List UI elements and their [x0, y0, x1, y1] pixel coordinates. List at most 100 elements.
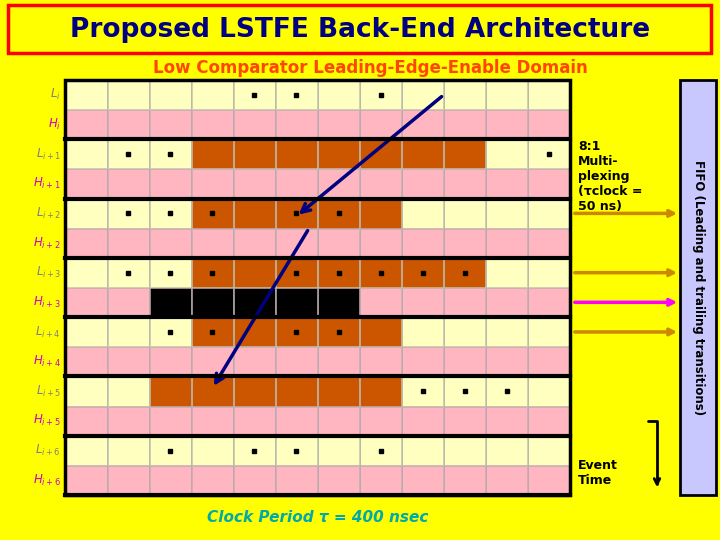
- Bar: [276, 318, 317, 346]
- Bar: [192, 318, 233, 346]
- Text: Event
Time: Event Time: [578, 459, 618, 487]
- Bar: [360, 347, 401, 376]
- Bar: [528, 288, 570, 316]
- Bar: [444, 288, 485, 316]
- Bar: [276, 229, 317, 258]
- Bar: [444, 80, 485, 109]
- Bar: [444, 140, 485, 168]
- Bar: [66, 199, 107, 228]
- Bar: [402, 140, 444, 168]
- Bar: [360, 466, 401, 495]
- Bar: [192, 288, 233, 316]
- Bar: [192, 140, 233, 168]
- Bar: [107, 199, 148, 228]
- Bar: [234, 170, 275, 198]
- Bar: [66, 347, 107, 376]
- Bar: [360, 377, 401, 406]
- Bar: [318, 318, 359, 346]
- Bar: [192, 199, 233, 228]
- Bar: [65, 80, 570, 495]
- Text: Clock Period τ = 400 nsec: Clock Period τ = 400 nsec: [207, 510, 428, 524]
- Text: Proposed LSTFE Back-End Architecture: Proposed LSTFE Back-End Architecture: [70, 17, 650, 43]
- Bar: [192, 80, 233, 109]
- Bar: [444, 170, 485, 198]
- Bar: [444, 436, 485, 465]
- Bar: [528, 407, 570, 435]
- Bar: [107, 407, 148, 435]
- Bar: [65, 406, 570, 436]
- Bar: [318, 229, 359, 258]
- Text: Low Comparator Leading-Edge-Enable Domain: Low Comparator Leading-Edge-Enable Domai…: [153, 59, 588, 77]
- Bar: [66, 80, 107, 109]
- Bar: [486, 318, 528, 346]
- Bar: [107, 110, 148, 139]
- Text: $H_{i+2}$: $H_{i+2}$: [33, 235, 61, 251]
- Bar: [65, 199, 570, 228]
- Bar: [402, 110, 444, 139]
- Bar: [318, 377, 359, 406]
- Bar: [318, 288, 359, 316]
- Bar: [192, 170, 233, 198]
- Bar: [150, 466, 191, 495]
- Text: $H_{i+6}$: $H_{i+6}$: [33, 472, 61, 488]
- Text: $L_{i+1}$: $L_{i+1}$: [35, 146, 61, 161]
- Bar: [528, 140, 570, 168]
- Bar: [444, 466, 485, 495]
- Bar: [192, 407, 233, 435]
- Bar: [444, 258, 485, 287]
- Bar: [66, 288, 107, 316]
- Bar: [234, 377, 275, 406]
- Bar: [486, 436, 528, 465]
- Bar: [360, 258, 401, 287]
- Bar: [66, 110, 107, 139]
- Bar: [528, 347, 570, 376]
- Bar: [66, 318, 107, 346]
- Bar: [318, 347, 359, 376]
- Bar: [444, 229, 485, 258]
- Bar: [486, 288, 528, 316]
- Bar: [360, 170, 401, 198]
- Bar: [402, 80, 444, 109]
- Bar: [528, 377, 570, 406]
- Bar: [65, 347, 570, 376]
- Bar: [150, 436, 191, 465]
- Bar: [234, 80, 275, 109]
- Bar: [192, 466, 233, 495]
- Bar: [107, 229, 148, 258]
- Bar: [150, 199, 191, 228]
- Text: $H_{i+4}$: $H_{i+4}$: [33, 354, 61, 369]
- Bar: [444, 318, 485, 346]
- Bar: [528, 258, 570, 287]
- Bar: [192, 377, 233, 406]
- Bar: [486, 170, 528, 198]
- Bar: [66, 436, 107, 465]
- Bar: [318, 199, 359, 228]
- Bar: [107, 466, 148, 495]
- Bar: [107, 140, 148, 168]
- Bar: [150, 318, 191, 346]
- Bar: [318, 466, 359, 495]
- Text: $L_{i+4}$: $L_{i+4}$: [35, 325, 61, 340]
- Bar: [486, 229, 528, 258]
- Bar: [360, 229, 401, 258]
- Bar: [234, 347, 275, 376]
- Bar: [402, 377, 444, 406]
- Bar: [276, 436, 317, 465]
- Bar: [65, 465, 570, 495]
- Bar: [150, 377, 191, 406]
- Bar: [276, 347, 317, 376]
- Bar: [66, 170, 107, 198]
- Bar: [486, 110, 528, 139]
- Bar: [486, 466, 528, 495]
- Bar: [486, 199, 528, 228]
- Bar: [402, 436, 444, 465]
- Bar: [444, 377, 485, 406]
- Bar: [107, 80, 148, 109]
- Bar: [444, 199, 485, 228]
- Bar: [65, 258, 570, 287]
- Bar: [360, 436, 401, 465]
- Bar: [402, 318, 444, 346]
- Bar: [65, 436, 570, 465]
- Bar: [360, 318, 401, 346]
- Text: $L_{i+2}$: $L_{i+2}$: [35, 206, 61, 221]
